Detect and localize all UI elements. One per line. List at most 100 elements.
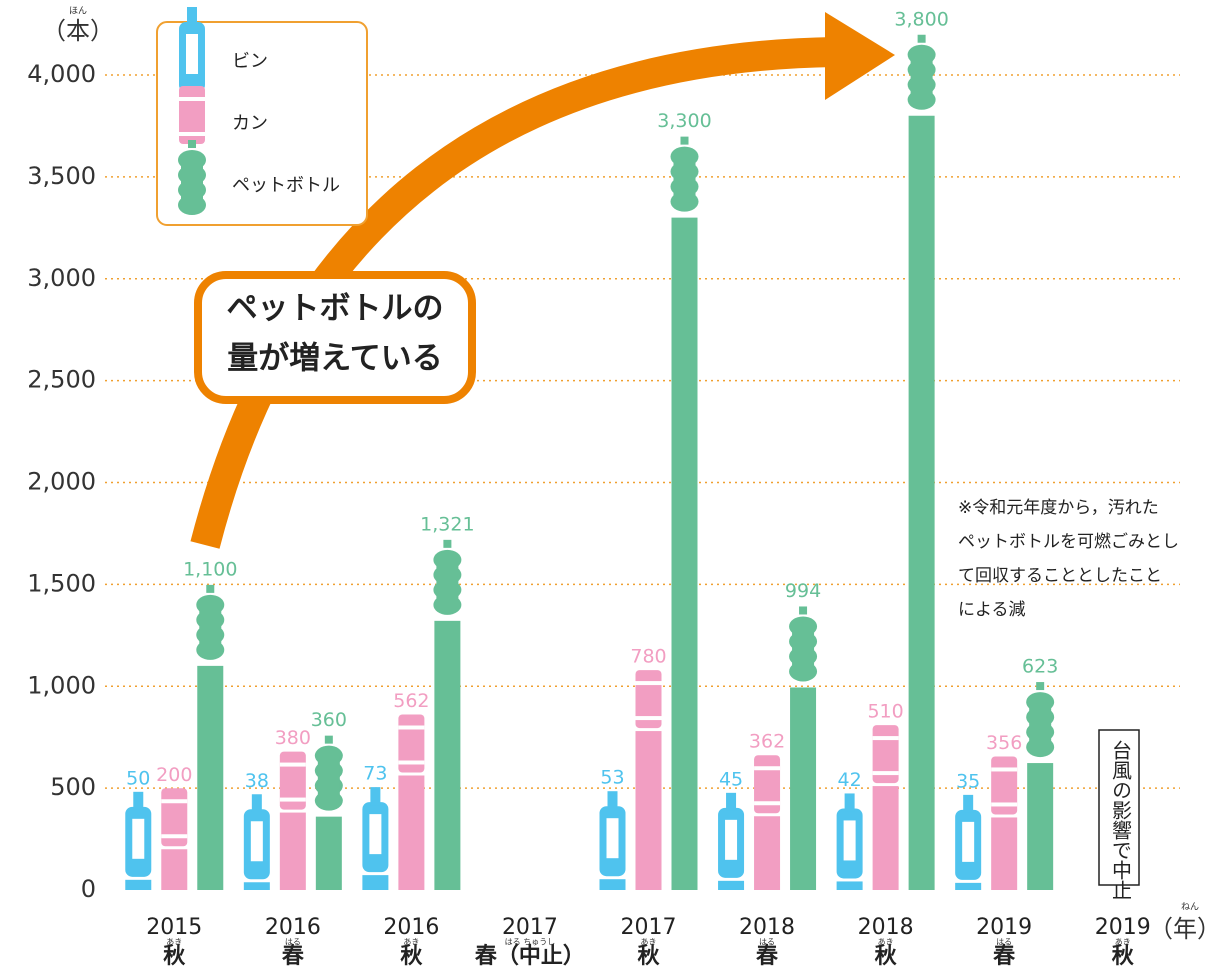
callout-line: 量が増えている bbox=[227, 341, 442, 377]
bar bbox=[955, 882, 982, 890]
bar bbox=[125, 879, 152, 890]
value-label: 3,800 bbox=[894, 8, 948, 30]
value-label: 362 bbox=[749, 731, 785, 753]
bar bbox=[243, 882, 270, 890]
icon bbox=[370, 787, 381, 806]
trend-arrow bbox=[190, 37, 836, 549]
y-tick-label: 1,500 bbox=[27, 569, 96, 597]
value-label: 38 bbox=[245, 770, 269, 792]
value-label: 360 bbox=[311, 709, 347, 731]
bar bbox=[1027, 763, 1054, 890]
bar bbox=[398, 775, 425, 890]
x-tick-season: 春 bbox=[282, 944, 304, 969]
x-tick-label: 2019 bbox=[1095, 915, 1151, 940]
icon bbox=[436, 551, 459, 614]
value-label: 994 bbox=[785, 580, 821, 602]
value-label: 356 bbox=[986, 732, 1022, 754]
icon bbox=[962, 821, 975, 862]
x-tick-season: 秋 bbox=[1112, 944, 1135, 969]
x-tick-season: 秋 bbox=[637, 944, 660, 969]
x-tick-season: 春 bbox=[993, 944, 1015, 969]
callout-line: ペットボトルの bbox=[227, 291, 444, 327]
season-reading: はる bbox=[759, 938, 775, 947]
icon bbox=[188, 140, 196, 148]
note-line: ペットボトルを可燃ごみとし bbox=[958, 532, 1179, 552]
season-reading: はる bbox=[285, 938, 301, 947]
value-label: 1,100 bbox=[183, 558, 237, 580]
icon bbox=[726, 792, 737, 811]
icon bbox=[917, 34, 926, 43]
icon bbox=[317, 747, 340, 810]
note: ※令和元年度から，汚れたペットボトルを可燃ごみとして回収することとしたことによる… bbox=[958, 498, 1179, 620]
bar bbox=[362, 875, 389, 890]
callout-box bbox=[194, 271, 476, 404]
icon bbox=[181, 152, 203, 214]
value-label: 42 bbox=[838, 769, 862, 791]
bar bbox=[790, 687, 817, 890]
value-label: 562 bbox=[393, 690, 429, 712]
icon bbox=[635, 681, 662, 686]
cancel-note: 台風の影響で中止 bbox=[1109, 740, 1133, 900]
y-tick-label: 4,000 bbox=[27, 60, 96, 88]
legend-label: ビン bbox=[232, 51, 268, 72]
icon bbox=[792, 618, 815, 681]
value-label: 35 bbox=[956, 770, 980, 792]
icon bbox=[398, 760, 425, 765]
value-label: 50 bbox=[126, 767, 150, 789]
grid: 0 500 1,000 1,500 2,000 2,500 3,000 3,500 4,000 2… bbox=[27, 60, 1180, 969]
icon bbox=[279, 762, 306, 767]
icon bbox=[963, 794, 974, 813]
icon bbox=[206, 584, 215, 593]
icon bbox=[991, 802, 1018, 807]
value-label: 200 bbox=[156, 764, 192, 786]
icon bbox=[369, 814, 382, 855]
y-tick-label: 2,000 bbox=[27, 468, 96, 496]
season-reading: あき bbox=[166, 938, 182, 947]
bar bbox=[836, 881, 863, 890]
icon bbox=[133, 791, 144, 810]
icon bbox=[161, 799, 188, 804]
bar bbox=[279, 812, 306, 890]
bar bbox=[434, 620, 461, 890]
icon bbox=[443, 539, 452, 548]
bar bbox=[872, 786, 899, 890]
bar bbox=[991, 817, 1018, 890]
bar bbox=[197, 665, 224, 890]
icon bbox=[324, 735, 333, 744]
x-tick-label: 2016 bbox=[265, 915, 321, 940]
icon bbox=[635, 716, 662, 721]
bar bbox=[671, 217, 698, 890]
bar bbox=[161, 849, 188, 890]
note-line: による減 bbox=[958, 600, 1026, 620]
bar bbox=[718, 880, 745, 890]
x-unit-reading: ねん bbox=[1181, 902, 1199, 913]
icon bbox=[132, 818, 145, 859]
x-tick-label: 2017 bbox=[502, 915, 558, 940]
y-tick-label: 2,500 bbox=[27, 366, 96, 394]
icon bbox=[680, 136, 689, 145]
legend-box bbox=[156, 21, 368, 226]
x-tick-label: 2019 bbox=[976, 915, 1032, 940]
x-tick-label: 2017 bbox=[621, 915, 677, 940]
note-line: て回収することとしたこと bbox=[958, 566, 1162, 586]
season-reading: あき bbox=[1115, 938, 1131, 947]
season-reading: はる bbox=[996, 938, 1012, 947]
icon bbox=[843, 820, 856, 861]
x-tick-season: 春（中止） bbox=[475, 944, 585, 969]
y-tick-label: 1,000 bbox=[27, 671, 96, 699]
bar bbox=[599, 879, 626, 890]
x-tick-label: 2015 bbox=[146, 915, 202, 940]
y-unit-reading: ほん bbox=[69, 6, 87, 17]
icon bbox=[725, 819, 738, 860]
y-tick-label: 3,500 bbox=[27, 162, 96, 190]
icon bbox=[279, 797, 306, 802]
value-label: 510 bbox=[867, 701, 903, 723]
x-tick-season: 春 bbox=[756, 944, 778, 969]
value-label: 623 bbox=[1022, 656, 1058, 678]
x-tick-label: 2016 bbox=[383, 915, 439, 940]
note-line: ※令和元年度から，汚れた bbox=[958, 498, 1159, 518]
value-label: 45 bbox=[719, 768, 743, 790]
bar bbox=[315, 816, 342, 890]
legend-label: ペットボトル bbox=[232, 175, 340, 196]
icon bbox=[199, 596, 222, 659]
